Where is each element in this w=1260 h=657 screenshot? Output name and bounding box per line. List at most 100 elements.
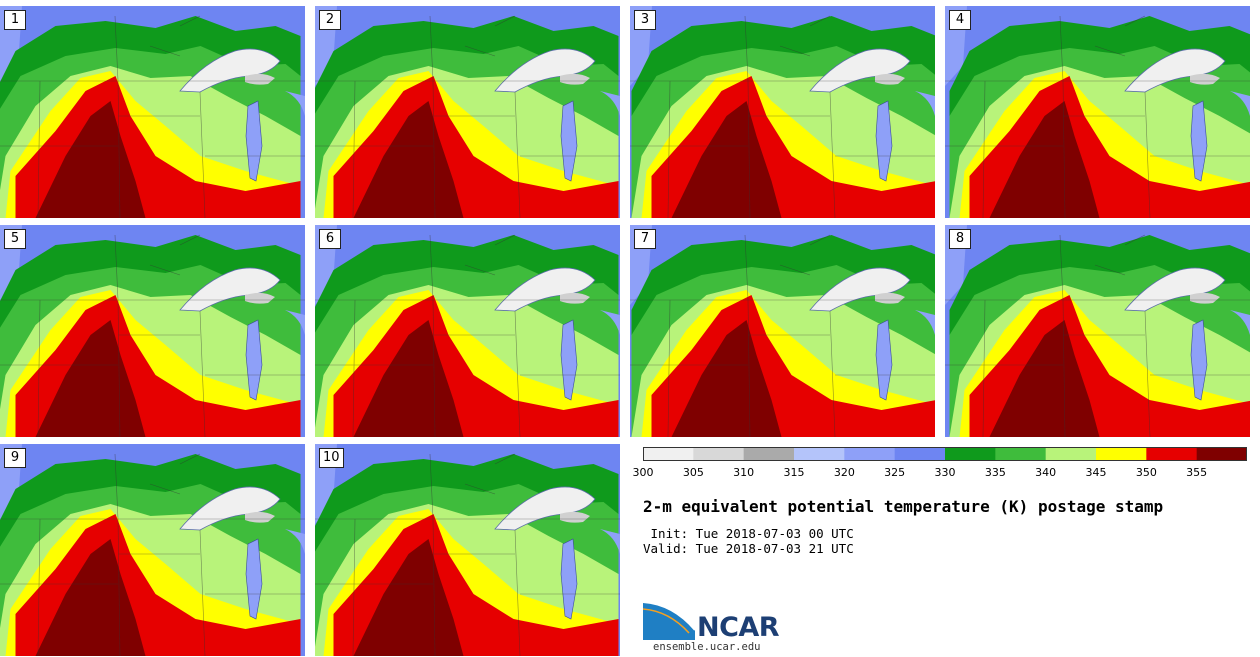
dark-red-region (989, 101, 1100, 218)
map-panel-4: 4 (945, 6, 1250, 218)
colorbar-tick-label: 325 (884, 466, 906, 479)
lake-huron (915, 310, 935, 335)
map-svg (630, 225, 935, 437)
panel-label: 3 (634, 10, 656, 30)
lake-michigan (245, 100, 263, 182)
panel-label: 4 (949, 10, 971, 30)
lake-huron (1230, 91, 1250, 116)
colorbar-tick-label: 350 (1135, 466, 1157, 479)
colorbar-swatch (1146, 447, 1198, 461)
state-borders (315, 453, 620, 656)
lake-shade (1190, 292, 1220, 304)
dark-red-region (989, 320, 1100, 437)
ncar-logo-icon (643, 601, 696, 640)
plot-title: 2-m equivalent potential temperature (K)… (643, 497, 1164, 516)
panel-label: 9 (4, 448, 26, 468)
state-borders (315, 15, 620, 218)
colorbar-swatch (844, 447, 896, 461)
colorbar-swatch (1096, 447, 1147, 461)
lake-shade (560, 73, 590, 85)
colorbar-swatch (945, 447, 996, 461)
panel-label: 7 (634, 229, 656, 249)
panel-label: 2 (319, 10, 341, 30)
dark-red-region (671, 320, 782, 437)
lake-michigan (875, 100, 893, 182)
ncar-wordmark: NCAR (697, 612, 780, 643)
panel-label: 5 (4, 229, 26, 249)
dark-red-region (35, 101, 146, 218)
map-svg (945, 225, 1250, 437)
map-panel-5: 5 (0, 225, 305, 437)
lake-huron (285, 310, 305, 335)
panel-label: 1 (4, 10, 26, 30)
colorbar (643, 447, 1247, 461)
dark-red-region (35, 320, 146, 437)
state-borders (945, 234, 1250, 437)
colorbar-tick-label: 335 (984, 466, 1006, 479)
panel-label: 10 (319, 448, 344, 468)
state-borders (0, 453, 305, 656)
colorbar-tick-label: 355 (1186, 466, 1208, 479)
init-time: Init: Tue 2018-07-03 00 UTC (643, 526, 854, 541)
colorbar-tick-label: 320 (833, 466, 855, 479)
lake-shade (1190, 73, 1220, 85)
dark-red-region (671, 101, 782, 218)
colorbar-swatch (643, 447, 694, 461)
map-svg (630, 6, 935, 218)
colorbar-border (643, 447, 1247, 461)
lake-huron (600, 310, 620, 335)
colorbar-swatch (794, 447, 845, 461)
colorbar-swatch (693, 447, 745, 461)
map-panel-8: 8 (945, 225, 1250, 437)
panel-label: 8 (949, 229, 971, 249)
lake-michigan (560, 538, 578, 620)
colorbar-tick-label: 340 (1035, 466, 1057, 479)
state-borders (315, 234, 620, 437)
lake-huron (600, 529, 620, 554)
dark-red-region (353, 539, 464, 656)
dark-red-region (35, 539, 146, 656)
colorbar-tick-label: 310 (733, 466, 755, 479)
map-panel-7: 7 (630, 225, 935, 437)
state-borders (0, 234, 305, 437)
colorbar-tick-label: 330 (934, 466, 956, 479)
state-borders (630, 15, 935, 218)
map-panel-3: 3 (630, 6, 935, 218)
map-panel-9: 9 (0, 444, 305, 656)
colorbar-swatch (995, 447, 1047, 461)
panel-label: 6 (319, 229, 341, 249)
dark-red-region (353, 101, 464, 218)
colorbar-swatch (894, 447, 946, 461)
map-panel-1: 1 (0, 6, 305, 218)
lake-shade (875, 73, 905, 85)
state-borders (0, 15, 305, 218)
lake-michigan (560, 100, 578, 182)
lake-huron (600, 91, 620, 116)
map-svg (315, 225, 620, 437)
lake-shade (245, 292, 275, 304)
colorbar-tick-label: 300 (632, 466, 654, 479)
lake-huron (915, 91, 935, 116)
map-svg (315, 6, 620, 218)
lake-shade (875, 292, 905, 304)
lake-michigan (1190, 319, 1208, 401)
lake-huron (285, 91, 305, 116)
lake-shade (560, 511, 590, 523)
lake-michigan (245, 538, 263, 620)
lake-michigan (560, 319, 578, 401)
colorbar-tick-label: 315 (783, 466, 805, 479)
map-panel-6: 6 (315, 225, 620, 437)
colorbar-tick-label: 305 (682, 466, 704, 479)
map-svg (315, 444, 620, 656)
map-svg (0, 444, 305, 656)
lake-michigan (245, 319, 263, 401)
lake-huron (285, 529, 305, 554)
dark-red-region (353, 320, 464, 437)
map-panel-10: 10 (315, 444, 620, 656)
colorbar-swatch (1196, 447, 1247, 461)
state-borders (945, 15, 1250, 218)
colorbar-tick-label: 345 (1085, 466, 1107, 479)
map-svg (0, 225, 305, 437)
lake-huron (1230, 310, 1250, 335)
map-svg (945, 6, 1250, 218)
